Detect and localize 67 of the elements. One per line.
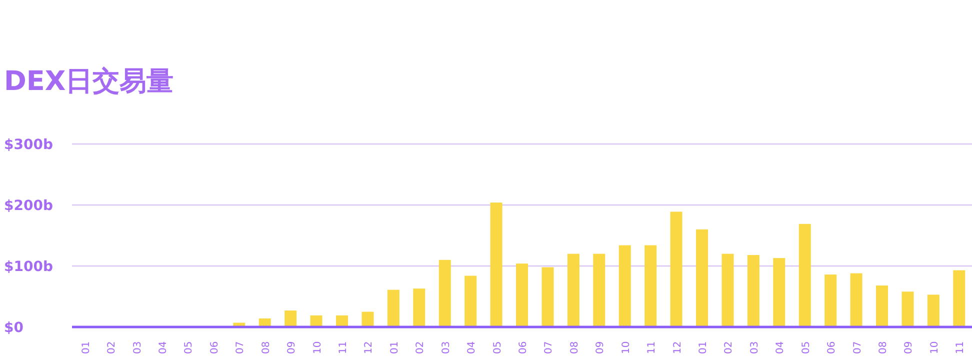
- bar: [798, 224, 811, 327]
- y-tick-label: $200b: [4, 198, 53, 214]
- x-tick-label: 01: [389, 341, 400, 354]
- x-tick-label: 12: [672, 341, 684, 354]
- x-tick-label: 02: [724, 341, 735, 354]
- x-tick-label: 06: [826, 341, 838, 354]
- bar: [464, 276, 477, 327]
- bar: [902, 292, 914, 327]
- x-tick-label: 12: [364, 341, 375, 354]
- x-tick-label: 05: [492, 341, 504, 354]
- x-tick-label: 05: [184, 341, 195, 354]
- x-tick-label: 07: [544, 341, 555, 354]
- x-tick-label: 10: [929, 341, 940, 354]
- bar: [438, 260, 451, 327]
- x-tick-label: 04: [158, 341, 169, 354]
- bar: [490, 202, 502, 327]
- x-tick-label: 06: [209, 341, 220, 354]
- x-tick-label: 07: [235, 341, 246, 354]
- bar: [722, 254, 734, 327]
- x-tick-label: 01: [698, 341, 709, 354]
- bar: [850, 273, 862, 327]
- bar: [670, 212, 682, 327]
- bar: [644, 245, 657, 327]
- x-tick-label: 02: [106, 341, 118, 354]
- x-tick-label: 02: [415, 341, 426, 354]
- x-tick-label: 10: [312, 341, 324, 354]
- x-tick-label: 11: [338, 341, 349, 354]
- bar: [876, 286, 888, 327]
- bar: [542, 267, 554, 327]
- bar: [773, 258, 786, 327]
- x-tick-label: 04: [775, 341, 786, 354]
- x-tick-label: 11: [955, 341, 966, 354]
- bar: [284, 310, 297, 327]
- x-tick-label: 03: [749, 341, 760, 354]
- bar: [516, 264, 528, 327]
- y-tick-label: $300b: [4, 137, 53, 153]
- x-tick-label: 07: [852, 341, 864, 354]
- bar: [310, 315, 322, 327]
- bar: [593, 254, 606, 327]
- x-tick-label: 10: [620, 341, 632, 354]
- x-tick-label: 11: [646, 341, 658, 354]
- x-tick-label: 09: [595, 341, 606, 354]
- bar: [413, 288, 426, 327]
- x-tick-label: 09: [904, 341, 915, 354]
- x-tick-label: 01: [80, 341, 92, 354]
- y-tick-label: $100b: [4, 259, 53, 275]
- bar: [747, 255, 760, 327]
- bar: [336, 315, 348, 327]
- chart-title: DEX日交易量: [4, 66, 174, 97]
- x-tick-label: 08: [260, 341, 272, 354]
- bar: [387, 290, 400, 327]
- x-tick-label: 09: [286, 341, 298, 354]
- bar: [618, 245, 631, 327]
- bar: [696, 229, 708, 327]
- x-tick-label: 05: [800, 341, 812, 354]
- x-tick-label: 06: [518, 341, 529, 354]
- bar: [824, 274, 837, 327]
- x-tick-label: 03: [132, 341, 144, 354]
- x-tick-label: 08: [878, 341, 889, 354]
- bar: [362, 312, 374, 327]
- x-tick-label: 04: [466, 341, 478, 354]
- x-tick-label: 03: [440, 341, 452, 354]
- bar: [567, 254, 580, 327]
- bar: [927, 294, 940, 327]
- y-tick-label: $0: [4, 320, 24, 336]
- bar: [953, 270, 966, 327]
- x-tick-label: 08: [569, 341, 580, 354]
